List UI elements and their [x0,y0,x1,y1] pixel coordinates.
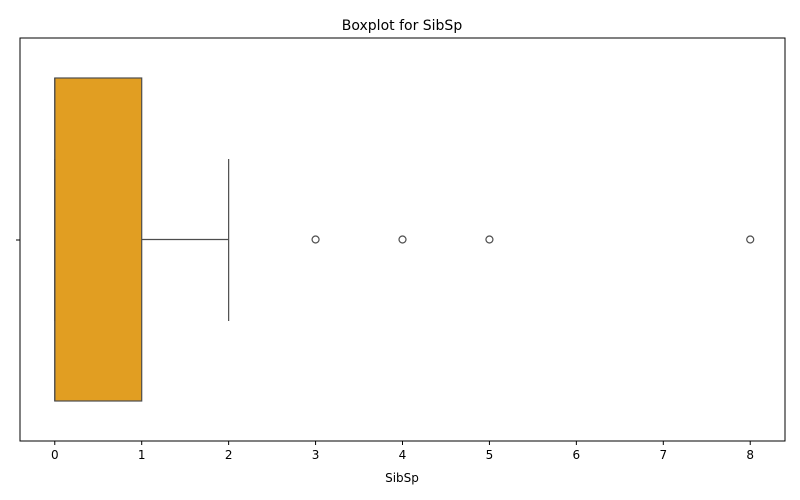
outlier-point [311,235,320,244]
outlier-point [398,235,407,244]
x-tick-label: 3 [312,448,320,462]
x-tick-label: 8 [746,448,754,462]
x-axis-label: SibSp [385,471,419,485]
outlier-point [746,235,755,244]
iqr-box [54,77,143,402]
x-tick-label: 7 [659,448,667,462]
outlier-point [485,235,494,244]
chart-title: Boxplot for SibSp [342,18,463,34]
x-tick-label: 1 [138,448,146,462]
x-tick-label: 0 [51,448,59,462]
plot-area [54,77,755,402]
x-axis: 0 1 2 3 4 5 6 7 8 [51,441,754,462]
x-tick-label: 5 [486,448,494,462]
x-tick-label: 2 [225,448,233,462]
x-tick-label: 6 [573,448,581,462]
x-tick-label: 4 [399,448,407,462]
